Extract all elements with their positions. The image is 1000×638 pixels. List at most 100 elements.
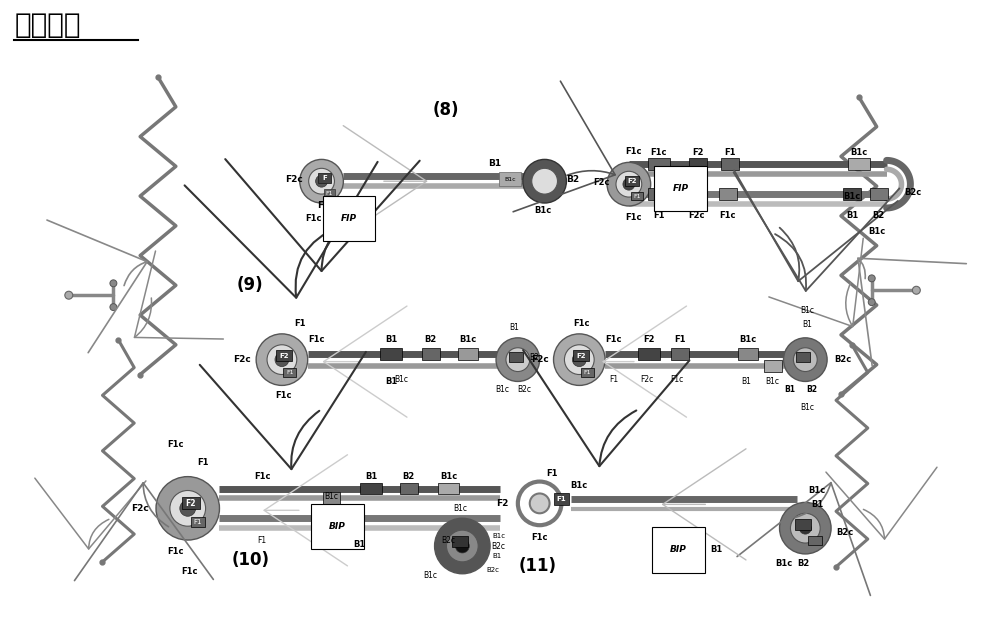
Text: F1c: F1c: [573, 320, 590, 329]
Text: B1c: B1c: [495, 385, 509, 394]
Text: F1: F1: [258, 535, 267, 545]
Bar: [625, 176, 639, 186]
Text: B2: B2: [529, 353, 539, 362]
Text: BIP: BIP: [670, 545, 687, 554]
Circle shape: [316, 175, 328, 187]
Bar: [191, 517, 205, 527]
Text: (11): (11): [519, 557, 557, 575]
Bar: [631, 192, 643, 200]
Circle shape: [784, 338, 827, 382]
Text: F2: F2: [496, 499, 508, 508]
Text: B1: B1: [846, 211, 858, 220]
Text: F1c: F1c: [650, 148, 667, 157]
Circle shape: [868, 275, 875, 282]
Text: B1c: B1c: [800, 306, 814, 315]
Text: F1c: F1c: [181, 567, 198, 576]
Bar: [452, 535, 468, 547]
Circle shape: [607, 163, 651, 206]
Text: B1: B1: [488, 159, 502, 168]
Bar: [764, 360, 782, 371]
Text: F1: F1: [653, 211, 664, 220]
Circle shape: [793, 348, 817, 371]
Circle shape: [799, 523, 811, 534]
Bar: [721, 158, 739, 170]
Text: F1c: F1c: [305, 214, 322, 223]
Bar: [638, 348, 660, 360]
Circle shape: [616, 171, 642, 197]
Text: F2: F2: [693, 148, 704, 157]
Text: B2c: B2c: [491, 542, 505, 551]
Text: (10): (10): [231, 551, 269, 569]
Bar: [323, 493, 340, 505]
Circle shape: [170, 491, 206, 526]
Bar: [848, 158, 870, 170]
Text: B2: B2: [403, 472, 415, 481]
Bar: [438, 482, 459, 494]
Text: B1c: B1c: [492, 533, 505, 539]
Text: (8): (8): [432, 101, 459, 119]
Circle shape: [309, 168, 334, 194]
Text: F1: F1: [197, 458, 208, 467]
Bar: [422, 348, 440, 360]
Text: F2: F2: [627, 178, 637, 184]
Circle shape: [868, 299, 875, 306]
Text: F2c: F2c: [593, 178, 609, 187]
Text: F2c: F2c: [131, 504, 149, 513]
Bar: [687, 188, 705, 200]
Text: F2: F2: [185, 499, 196, 508]
Text: 扩增循环: 扩增循环: [14, 11, 81, 39]
Bar: [283, 368, 296, 377]
Bar: [360, 482, 382, 494]
Text: B1: B1: [492, 553, 501, 559]
Bar: [573, 350, 589, 361]
Bar: [509, 352, 523, 362]
Bar: [499, 172, 521, 186]
Bar: [182, 498, 200, 509]
Text: B2c: B2c: [904, 188, 921, 197]
Text: B2c: B2c: [517, 385, 531, 394]
Text: B1c: B1c: [809, 486, 826, 495]
Text: B2c: B2c: [486, 567, 499, 573]
Circle shape: [156, 477, 219, 540]
Circle shape: [435, 518, 490, 574]
Text: F1c: F1c: [317, 202, 334, 211]
Circle shape: [275, 353, 289, 367]
Text: B1c: B1c: [394, 375, 408, 384]
Text: F2c: F2c: [285, 175, 303, 184]
Text: B1c: B1c: [739, 336, 756, 345]
Text: F2c: F2c: [640, 375, 653, 384]
Circle shape: [564, 345, 594, 375]
Text: B1c: B1c: [424, 571, 438, 580]
Text: F: F: [322, 175, 327, 181]
Circle shape: [554, 334, 605, 385]
Text: F1: F1: [724, 148, 736, 157]
Text: F1c: F1c: [531, 533, 548, 542]
Text: F1: F1: [609, 375, 619, 384]
Text: B1c: B1c: [850, 148, 867, 157]
Text: F2: F2: [577, 353, 586, 359]
Circle shape: [455, 539, 469, 553]
Text: F1: F1: [326, 191, 333, 196]
Text: B1c: B1c: [766, 377, 780, 386]
Text: F2c: F2c: [233, 355, 251, 364]
Text: F1: F1: [294, 320, 306, 329]
Text: B1: B1: [365, 472, 377, 481]
Circle shape: [506, 348, 530, 371]
Bar: [276, 350, 292, 361]
Bar: [648, 158, 670, 170]
Text: F2: F2: [279, 353, 289, 359]
Text: B1c: B1c: [460, 336, 477, 345]
Circle shape: [912, 286, 920, 294]
Text: F1c: F1c: [626, 213, 642, 223]
Bar: [458, 348, 478, 360]
Text: B1c: B1c: [453, 504, 467, 513]
Text: F2c: F2c: [531, 355, 549, 364]
Circle shape: [623, 178, 635, 190]
Bar: [689, 158, 707, 170]
Bar: [719, 188, 737, 200]
Text: B2: B2: [424, 336, 437, 345]
Text: B2c: B2c: [441, 535, 455, 545]
Text: B1: B1: [784, 385, 795, 394]
Circle shape: [790, 514, 820, 543]
Bar: [380, 348, 402, 360]
